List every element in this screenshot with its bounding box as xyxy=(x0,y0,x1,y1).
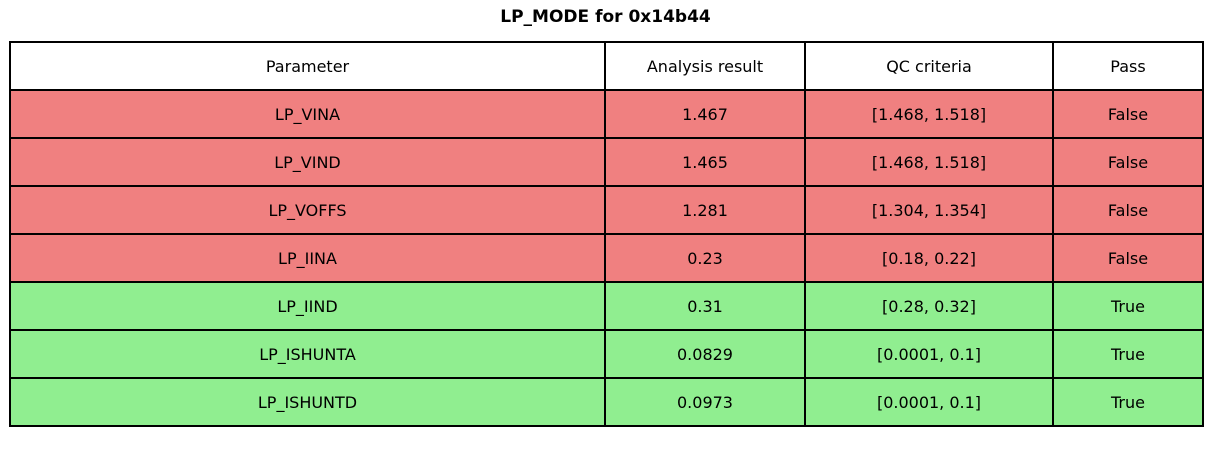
cell-parameter: LP_VINA xyxy=(9,89,606,139)
cell-pass: True xyxy=(1052,377,1204,427)
table-row: LP_VIND 1.465 [1.468, 1.518] False xyxy=(9,137,1204,187)
cell-parameter: LP_IINA xyxy=(9,233,606,283)
header-qc-criteria: QC criteria xyxy=(804,41,1054,91)
table-row: LP_VOFFS 1.281 [1.304, 1.354] False xyxy=(9,185,1204,235)
qc-results-table: Parameter Analysis result QC criteria Pa… xyxy=(9,41,1204,427)
cell-qc-criteria: [0.18, 0.22] xyxy=(804,233,1054,283)
cell-analysis-result: 0.23 xyxy=(604,233,806,283)
cell-parameter: LP_ISHUNTA xyxy=(9,329,606,379)
cell-analysis-result: 0.0829 xyxy=(604,329,806,379)
table-row: LP_IIND 0.31 [0.28, 0.32] True xyxy=(9,281,1204,331)
cell-qc-criteria: [1.468, 1.518] xyxy=(804,89,1054,139)
cell-parameter: LP_VIND xyxy=(9,137,606,187)
cell-qc-criteria: [0.0001, 0.1] xyxy=(804,377,1054,427)
cell-qc-criteria: [1.304, 1.354] xyxy=(804,185,1054,235)
table-header: Parameter Analysis result QC criteria Pa… xyxy=(9,41,1204,91)
header-pass: Pass xyxy=(1052,41,1204,91)
cell-analysis-result: 1.281 xyxy=(604,185,806,235)
table-body: LP_VINA 1.467 [1.468, 1.518] False LP_VIND 1.… xyxy=(9,89,1204,427)
cell-analysis-result: 1.465 xyxy=(604,137,806,187)
cell-analysis-result: 0.31 xyxy=(604,281,806,331)
cell-pass: False xyxy=(1052,233,1204,283)
table-row: LP_ISHUNTD 0.0973 [0.0001, 0.1] True xyxy=(9,377,1204,427)
table-row: LP_VINA 1.467 [1.468, 1.518] False xyxy=(9,89,1204,139)
cell-qc-criteria: [1.468, 1.518] xyxy=(804,137,1054,187)
cell-pass: False xyxy=(1052,137,1204,187)
cell-parameter: LP_ISHUNTD xyxy=(9,377,606,427)
cell-analysis-result: 0.0973 xyxy=(604,377,806,427)
header-row: Parameter Analysis result QC criteria Pa… xyxy=(9,41,1204,91)
cell-qc-criteria: [0.28, 0.32] xyxy=(804,281,1054,331)
cell-analysis-result: 1.467 xyxy=(604,89,806,139)
cell-pass: True xyxy=(1052,281,1204,331)
cell-parameter: LP_IIND xyxy=(9,281,606,331)
cell-pass: False xyxy=(1052,89,1204,139)
table-row: LP_ISHUNTA 0.0829 [0.0001, 0.1] True xyxy=(9,329,1204,379)
cell-pass: True xyxy=(1052,329,1204,379)
table-row: LP_IINA 0.23 [0.18, 0.22] False xyxy=(9,233,1204,283)
cell-parameter: LP_VOFFS xyxy=(9,185,606,235)
figure-title: LP_MODE for 0x14b44 xyxy=(500,7,711,27)
header-analysis-result: Analysis result xyxy=(604,41,806,91)
cell-pass: False xyxy=(1052,185,1204,235)
cell-qc-criteria: [0.0001, 0.1] xyxy=(804,329,1054,379)
header-parameter: Parameter xyxy=(9,41,606,91)
